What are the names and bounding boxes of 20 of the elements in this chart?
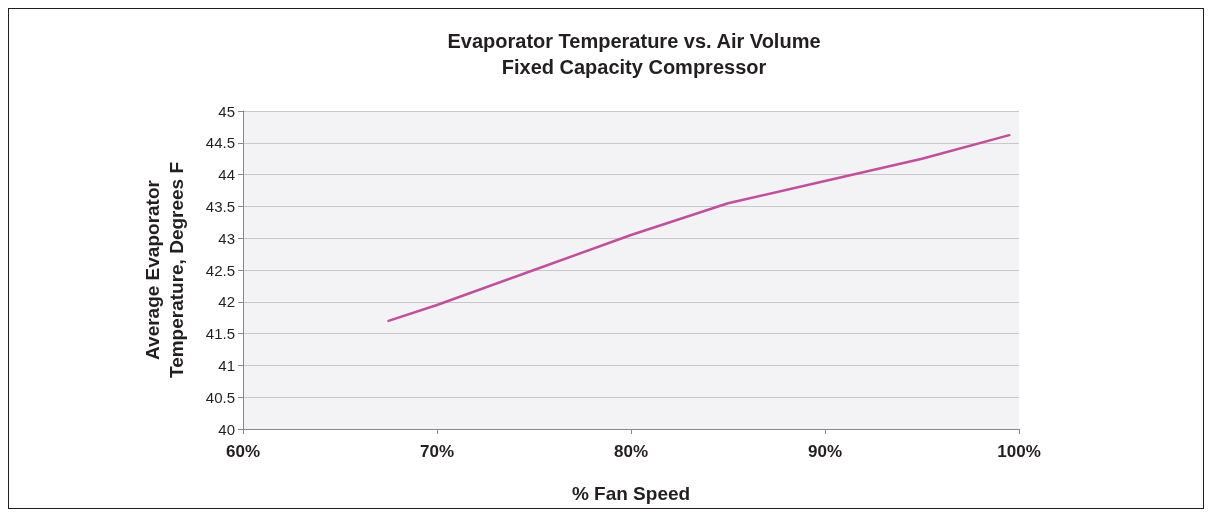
y-tick-label: 40.5 — [205, 388, 235, 406]
y-tick-label: 43 — [218, 229, 235, 247]
y-tick-label: 41 — [218, 356, 235, 374]
y-axis-title: Average Evaporator Temperature, Degrees F — [141, 161, 187, 379]
chart-title: Evaporator Temperature vs. Air Volume Fixed Capacity Compressor — [447, 30, 821, 78]
x-axis-title: % Fan Speed — [571, 483, 691, 504]
y-tick-label: 45 — [218, 102, 235, 120]
y-tick-label: 42.5 — [205, 261, 235, 279]
y-tick-label: 44 — [218, 166, 235, 184]
y-tick-label: 41.5 — [205, 325, 235, 343]
x-tick-label: 80% — [613, 442, 649, 461]
y-tick-label: 44.5 — [205, 134, 235, 152]
line-series — [387, 133, 1011, 323]
y-tick-label: 40 — [218, 420, 235, 438]
y-tick-label: 42 — [218, 293, 235, 311]
x-tick-label: 60% — [225, 442, 261, 461]
y-tick-label: 43.5 — [205, 197, 235, 215]
x-tick-label: 70% — [419, 442, 455, 461]
x-tick-label: 90% — [807, 442, 843, 461]
x-tick-label: 100% — [997, 442, 1041, 461]
